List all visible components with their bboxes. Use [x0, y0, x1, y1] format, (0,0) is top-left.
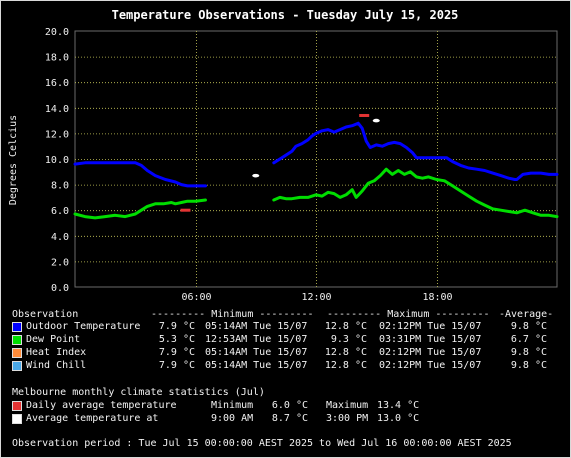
x-tick-label: 06:00	[181, 292, 211, 300]
climate-a-value: 8.7 °C	[271, 413, 308, 424]
climate-label: Daily average temperature	[26, 400, 177, 411]
minimum-time: 05:14AM Tue 15/07	[205, 347, 308, 358]
minimum-header: --------- Minimum ---------	[151, 309, 314, 320]
legend-swatch	[12, 361, 22, 371]
temperature-chart: 0.0 2.0 4.0 6.0 8.0 10.0 12.0 14.0 16.0 18.0 20.0 0…	[8, 8, 559, 300]
average-temperature-marker	[372, 118, 380, 123]
legend-swatch	[12, 335, 22, 345]
maximum-time: 02:12PM Tue 15/07	[379, 360, 482, 371]
average-header: -Average-	[499, 309, 554, 320]
legend-label: Dew Point	[26, 334, 81, 345]
climate-swatch	[12, 401, 22, 411]
climate-a-label: 9:00 AM	[211, 413, 254, 424]
y-tick-label: 0.0	[51, 283, 69, 294]
y-tick-label: 20.0	[45, 27, 69, 38]
climate-b-value: 13.0 °C	[377, 413, 420, 424]
y-tick-label: 16.0	[45, 78, 69, 89]
climate-swatch	[12, 414, 22, 424]
average-temperature-marker	[252, 173, 260, 178]
y-tick-label: 18.0	[45, 53, 69, 64]
observation-period: Observation period : Tue Jul 15 00:00:00…	[12, 438, 512, 449]
maximum-value: 12.8 °C	[324, 360, 367, 371]
maximum-time: 02:12PM Tue 15/07	[379, 321, 482, 332]
climate-a-value: 6.0 °C	[271, 400, 308, 411]
climate-label: Average temperature at	[26, 413, 159, 424]
minimum-time: 12:53AM Tue 15/07	[205, 334, 308, 345]
maximum-header: --------- Maximum ---------	[327, 309, 490, 320]
plot-area	[74, 30, 558, 288]
climate-b-label: Maximum	[326, 400, 369, 411]
legend-label: Heat Index	[26, 347, 87, 358]
minimum-value: 7.9 °C	[158, 347, 195, 358]
observation-header: Observation	[12, 309, 79, 320]
legend-label: Wind Chill	[26, 360, 87, 371]
minimum-value: 5.3 °C	[158, 334, 195, 345]
series-line	[73, 198, 207, 220]
y-axis-label: Degrees Celcius	[8, 115, 19, 205]
climate-b-label: 3:00 PM	[326, 413, 369, 424]
climate-title: Melbourne monthly climate statistics (Ju…	[12, 387, 265, 398]
y-tick-label: 12.0	[45, 129, 69, 140]
minimum-time: 05:14AM Tue 15/07	[205, 321, 308, 332]
series-line	[73, 161, 207, 188]
series-line	[272, 167, 559, 219]
y-tick-label: 4.0	[51, 232, 69, 243]
y-tick-label: 2.0	[51, 257, 69, 268]
y-tick-label: 6.0	[51, 206, 69, 217]
daily-average-marker	[180, 208, 191, 212]
climate-a-label: Minimum	[211, 400, 254, 411]
legend-swatch	[12, 322, 22, 332]
maximum-time: 03:31PM Tue 15/07	[379, 334, 482, 345]
maximum-time: 02:12PM Tue 15/07	[379, 347, 482, 358]
y-tick-label: 8.0	[51, 181, 69, 192]
minimum-time: 05:14AM Tue 15/07	[205, 360, 308, 371]
legend-label: Outdoor Temperature	[26, 321, 141, 332]
legend-swatch	[12, 348, 22, 358]
average-value: 9.8 °C	[510, 347, 547, 358]
minimum-value: 7.9 °C	[158, 321, 195, 332]
x-tick-label: 12:00	[301, 292, 331, 300]
climate-b-value: 13.4 °C	[377, 400, 420, 411]
chart-title: Temperature Observations - Tuesday July …	[112, 8, 459, 22]
minimum-value: 7.9 °C	[158, 360, 195, 371]
maximum-value: 9.3 °C	[330, 334, 367, 345]
maximum-value: 12.8 °C	[324, 347, 367, 358]
average-value: 9.8 °C	[510, 321, 547, 332]
x-tick-label: 18:00	[422, 292, 452, 300]
maximum-value: 12.8 °C	[324, 321, 367, 332]
daily-average-marker	[359, 113, 370, 117]
average-value: 6.7 °C	[510, 334, 547, 345]
y-tick-label: 10.0	[45, 155, 69, 166]
average-value: 9.8 °C	[510, 360, 547, 371]
y-tick-label: 14.0	[45, 104, 69, 115]
series-line	[272, 121, 559, 181]
